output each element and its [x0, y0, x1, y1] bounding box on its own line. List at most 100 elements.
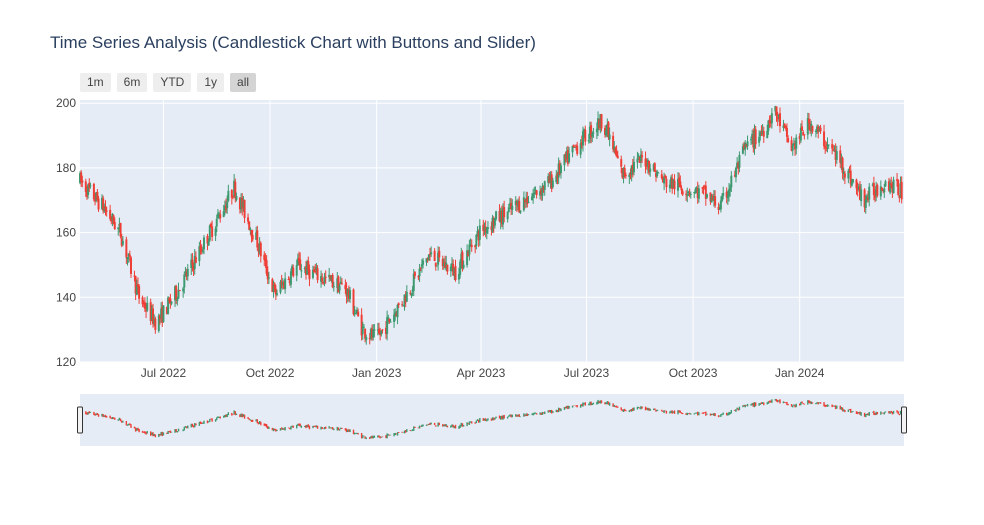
candle [710, 194, 713, 203]
candle [104, 200, 107, 216]
candle [533, 186, 536, 199]
candle [118, 217, 121, 233]
candle [744, 140, 747, 156]
candle [835, 145, 838, 164]
slider-handle-left[interactable] [77, 406, 83, 434]
candle [470, 239, 473, 252]
candle [170, 301, 173, 306]
candle [103, 203, 106, 213]
candle [817, 124, 820, 139]
candle [97, 195, 100, 212]
candle [824, 140, 827, 154]
candle [271, 277, 274, 293]
candle [249, 227, 252, 235]
candle [524, 198, 527, 209]
candle [614, 146, 617, 156]
candle [620, 155, 623, 174]
candle [292, 264, 295, 278]
candle [738, 151, 741, 173]
candle [762, 126, 765, 143]
candle [588, 121, 591, 144]
range-button-ytd[interactable]: YTD [153, 73, 192, 92]
range-button-1m[interactable]: 1m [80, 73, 111, 92]
candle [417, 275, 420, 281]
candle [799, 123, 802, 144]
candle [672, 179, 675, 189]
candle [198, 241, 201, 267]
candle [784, 125, 787, 131]
candle [581, 126, 584, 152]
candle [142, 300, 145, 308]
candle [628, 172, 631, 184]
candle [607, 120, 610, 141]
candle [460, 247, 463, 269]
candle [435, 265, 438, 267]
candle [839, 145, 842, 169]
candle [459, 259, 462, 279]
candle [428, 247, 431, 261]
range-button-6m[interactable]: 6m [116, 73, 148, 92]
candle [681, 189, 684, 196]
candle [656, 169, 659, 178]
candle [396, 303, 399, 325]
candle [307, 256, 310, 276]
candle [266, 266, 269, 285]
candle [84, 178, 87, 197]
candle [446, 264, 449, 275]
candle [584, 125, 587, 146]
range-selector: 1m 6m YTD 1y all [80, 73, 257, 92]
candle [811, 125, 814, 134]
candle [807, 112, 810, 130]
candle [841, 156, 844, 180]
candle [158, 314, 161, 325]
candle [791, 143, 794, 156]
range-button-1y[interactable]: 1y [197, 73, 225, 92]
candle [393, 308, 396, 328]
candle [101, 194, 104, 211]
slider-handle-right[interactable] [901, 406, 907, 434]
candle [491, 214, 494, 233]
candle [660, 170, 663, 180]
candle [671, 173, 674, 194]
range-button-all[interactable]: all [230, 73, 257, 92]
candle [298, 251, 301, 266]
candle [89, 182, 92, 189]
candle [485, 226, 488, 240]
candle [119, 222, 122, 239]
candle [508, 197, 511, 210]
candle [638, 156, 641, 164]
candle [328, 267, 331, 282]
y-tick-label: 160 [56, 226, 76, 240]
candle [80, 170, 83, 187]
candle [324, 270, 327, 284]
candle [425, 258, 428, 267]
candle [728, 182, 731, 202]
candle [282, 280, 285, 290]
candle [149, 298, 152, 326]
candle [169, 293, 172, 309]
candle [251, 229, 254, 242]
candle [652, 163, 655, 172]
candle [152, 303, 155, 328]
candle [503, 200, 506, 223]
candle [478, 219, 481, 246]
candle [411, 285, 414, 297]
candle [490, 221, 493, 236]
range-slider-handles[interactable] [77, 406, 907, 434]
candle [178, 290, 181, 292]
candle [394, 308, 397, 321]
candle [775, 106, 778, 122]
candle [768, 115, 771, 128]
candle [241, 193, 244, 216]
candle [639, 148, 642, 168]
candle [235, 192, 238, 202]
candle [803, 134, 806, 140]
candle [314, 264, 317, 274]
candle [141, 295, 144, 308]
candle [847, 168, 850, 184]
candle [449, 263, 452, 277]
candle [541, 183, 544, 201]
candle [150, 304, 153, 322]
candle [177, 282, 180, 299]
candle [255, 226, 258, 240]
